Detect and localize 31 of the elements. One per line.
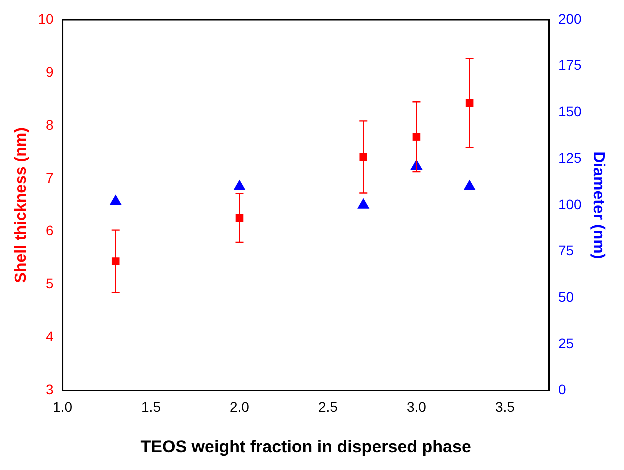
y-tick-label: 9 [46,64,54,80]
y-tick-label: 4 [46,328,54,345]
y2-tick-label: 75 [558,242,574,259]
y2-tick-label: 150 [558,104,582,120]
y-tick-label: 8 [46,116,54,133]
x-tick-label: 1.5 [142,399,162,416]
x-tick-label: 1.0 [53,399,73,416]
y-tick-label: 10 [38,10,54,27]
x-tick-label: 3.0 [406,399,427,416]
point [110,194,122,206]
x-tick-label: 2.5 [318,399,338,416]
x-tick-label: 3.5 [495,399,516,416]
point [358,198,370,209]
y2-tick-label: 100 [558,196,582,212]
y2-tick-label: 0 [558,382,566,398]
y-tick-label: 3 [46,382,54,398]
y2-tick-label: 25 [558,335,574,352]
point [464,180,476,190]
y-tick-label: 7 [46,170,54,186]
y2-tick-label: 50 [558,288,574,305]
point [112,258,120,266]
y2-axis-title: Diameter (nm) [590,152,607,260]
y2-tick-label: 200 [558,10,582,27]
y2-tick-label: 125 [558,150,582,166]
y2-tick-label: 175 [558,57,582,74]
y-tick-label: 6 [46,222,54,239]
y-tick-label: 5 [46,276,54,292]
x-tick-label: 2.0 [230,399,250,416]
point [234,180,246,190]
y-axis-title: Shell thickness (nm) [13,128,30,284]
x-axis-title: TEOS weight fraction in dispersed phase [140,437,472,456]
